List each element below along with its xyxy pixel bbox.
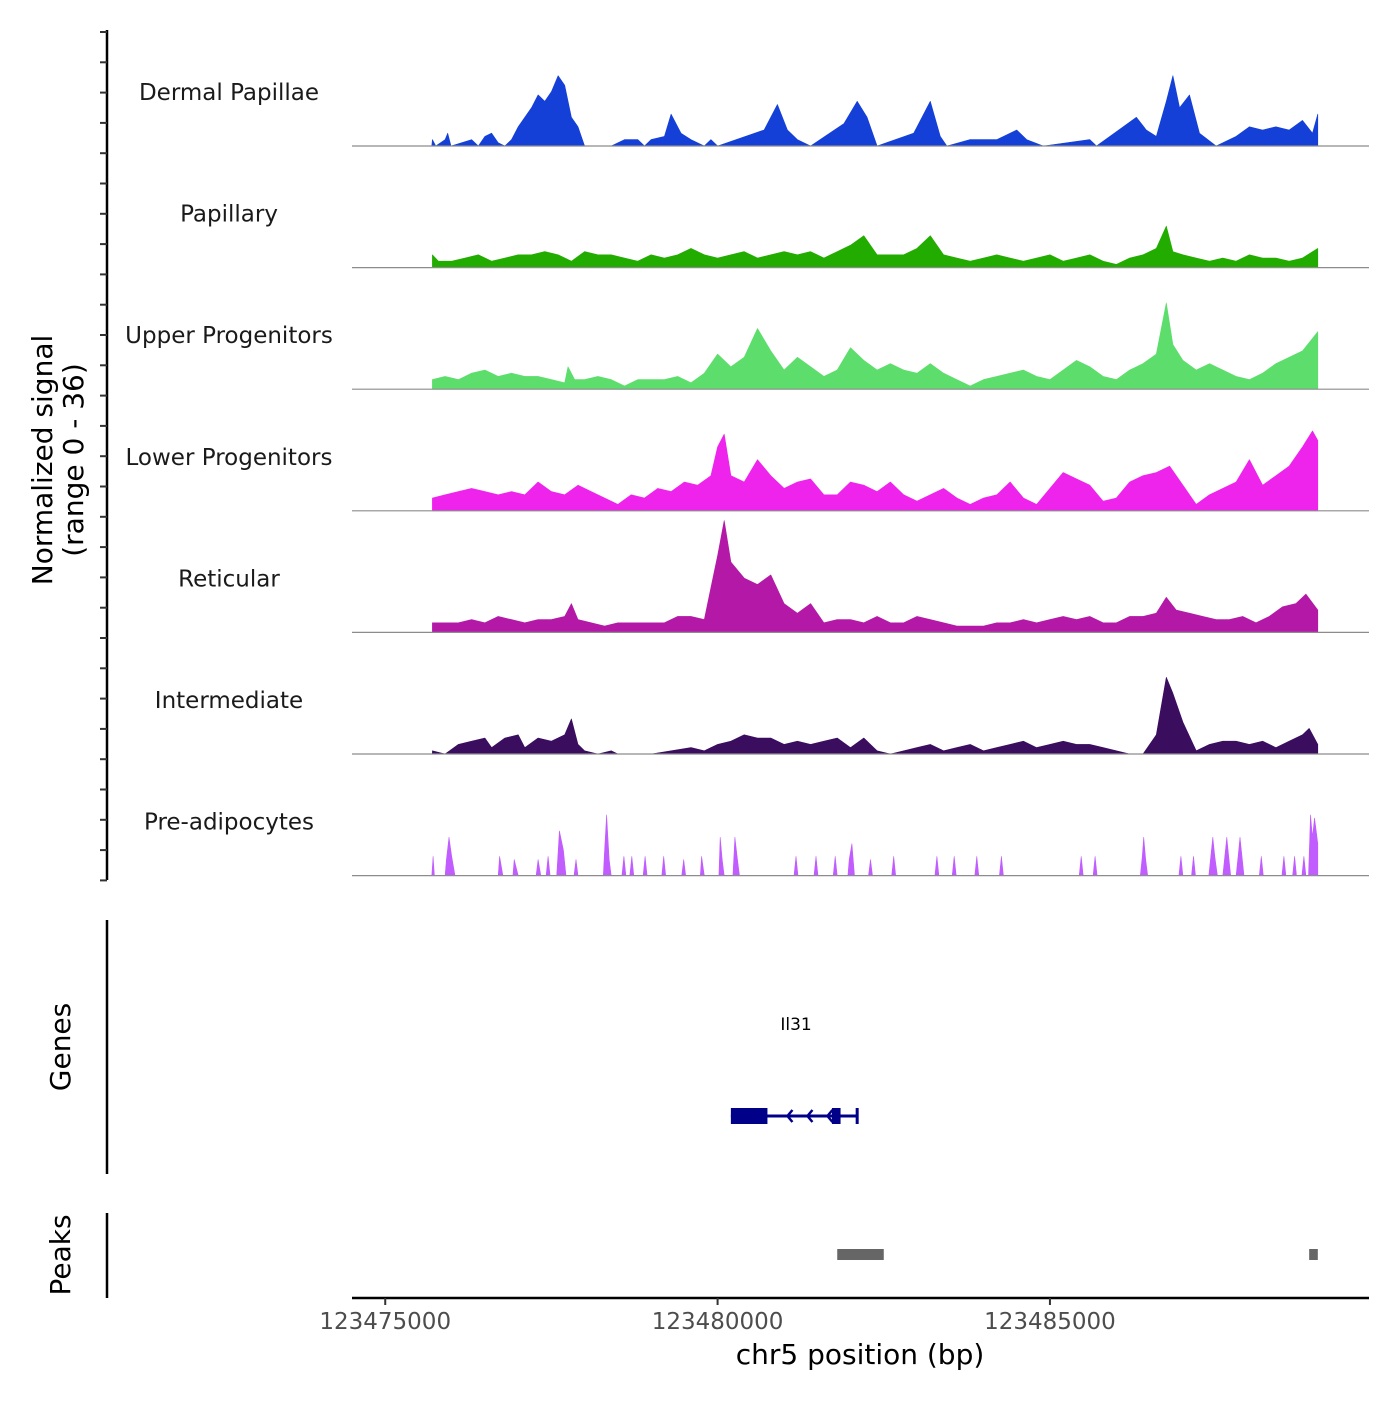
signal-area-upper-progenitors: [432, 302, 1319, 390]
position-x-axis-title: chr5 position (bp): [736, 1338, 985, 1371]
position-x-tick-label: 123485000: [984, 1309, 1116, 1335]
track-reticular: Reticular: [178, 520, 1369, 634]
genes-axis-title: Genes: [44, 1003, 77, 1091]
signal-area-lower-progenitors: [432, 430, 1319, 512]
signal-y-axis: [100, 30, 109, 882]
strand-arrow: [805, 1109, 814, 1123]
peaks-panel: Peaks: [44, 1213, 1318, 1298]
coverage-tracks: Dermal Papillae Papillary Upper Progenitor…: [125, 75, 1369, 877]
track-lower-progenitors: Lower Progenitors: [126, 430, 1369, 512]
signal-y-axis-title-line1: Normalized signal: [26, 335, 59, 586]
position-x-tick-label: 123475000: [319, 1309, 451, 1335]
track-intermediate: Intermediate: [155, 677, 1369, 755]
track-label-pre-adipocytes: Pre-adipocytes: [144, 810, 314, 836]
position-x-axis-ticks: 123475000 123480000 123485000: [319, 1298, 1116, 1335]
track-papillary: Papillary: [180, 202, 1369, 269]
signal-area-dermal-papillae: [431, 75, 1319, 147]
gene-exon: [730, 1108, 768, 1124]
track-label-intermediate: Intermediate: [155, 688, 303, 714]
strand-arrow: [785, 1109, 794, 1123]
signal-area-pre-adipocytes: [431, 814, 1319, 876]
signal-area-reticular: [432, 520, 1319, 633]
track-label-upper-progenitors: Upper Progenitors: [125, 323, 333, 349]
track-label-lower-progenitors: Lower Progenitors: [126, 445, 333, 471]
track-pre-adipocytes: Pre-adipocytes: [144, 810, 1369, 877]
peaks-axis-title: Peaks: [44, 1214, 77, 1295]
track-upper-progenitors: Upper Progenitors: [125, 302, 1369, 390]
genes-panel: Genes Il31: [44, 920, 859, 1174]
signal-area-papillary: [432, 225, 1319, 268]
gene-exon: [831, 1108, 841, 1124]
signal-y-axis-ticks: [100, 31, 107, 882]
signal-area-intermediate: [432, 677, 1319, 755]
position-x-tick-label: 123480000: [652, 1309, 784, 1335]
track-label-papillary: Papillary: [180, 202, 278, 228]
gene-label: Il31: [780, 1015, 811, 1035]
gene-models: Il31: [730, 1015, 859, 1124]
strand-arrow: [825, 1109, 834, 1123]
peak-interval: [1309, 1249, 1318, 1260]
track-label-reticular: Reticular: [178, 566, 280, 592]
track-dermal-papillae: Dermal Papillae: [139, 75, 1369, 147]
peak-interval: [837, 1249, 884, 1260]
gene-il31: Il31: [730, 1015, 859, 1124]
signal-y-axis-title-line2: (range 0 - 36): [57, 363, 90, 557]
peak-intervals: [837, 1249, 1318, 1260]
position-x-axis: 123475000 123480000 123485000 chr5 positio…: [319, 1296, 1369, 1371]
track-label-dermal-papillae: Dermal Papillae: [139, 80, 319, 106]
